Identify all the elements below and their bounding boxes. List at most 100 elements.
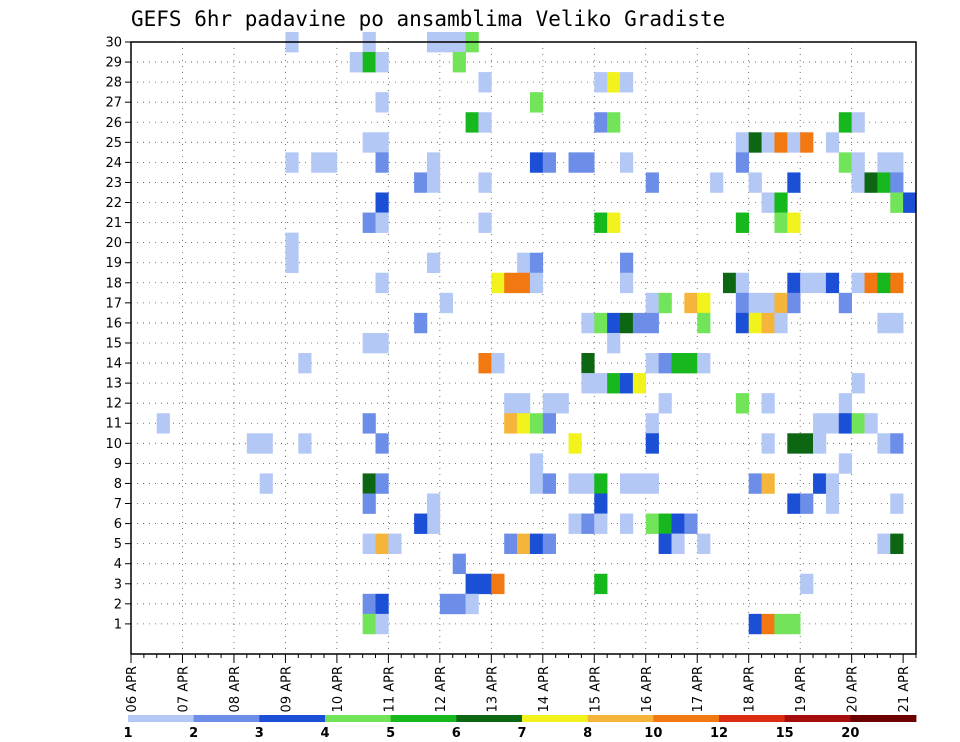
heatmap-cell	[517, 413, 531, 434]
heatmap-cell	[735, 212, 750, 233]
heatmap-cell	[568, 152, 582, 173]
heatmap-cell	[838, 393, 852, 414]
heatmap-cell	[529, 92, 544, 113]
heatmap-cell	[761, 393, 775, 414]
heatmap-cell	[890, 172, 904, 193]
heatmap-cell	[594, 373, 608, 394]
heatmap-cell	[761, 292, 775, 314]
heatmap-cell	[825, 413, 840, 434]
heatmap-cell	[542, 473, 556, 494]
color-legend: 1 2 3 4 5 6 7 8 10 12 15 20	[123, 715, 917, 741]
heatmap-cell	[362, 613, 376, 635]
heatmap-cell	[877, 272, 891, 294]
heatmap-cell	[697, 312, 711, 334]
heatmap-cell	[800, 272, 814, 294]
y-tick-label: 30	[105, 36, 122, 51]
heatmap-cell	[722, 272, 737, 294]
heatmap-cell	[298, 353, 312, 374]
y-tick-label: 11	[105, 417, 122, 432]
y-tick-label: 28	[105, 76, 122, 91]
legend-swatch	[850, 715, 917, 722]
legend-label: 7	[517, 726, 526, 741]
heatmap-cell	[529, 453, 544, 474]
heatmap-cell	[362, 332, 376, 354]
heatmap-cell	[491, 272, 505, 294]
legend-label: 2	[189, 726, 198, 741]
heatmap-cell	[426, 152, 441, 173]
heatmap-cell	[620, 373, 634, 394]
heatmap-cell	[890, 493, 904, 514]
x-tick-label: 18 APR	[743, 666, 758, 712]
heatmap-cell	[890, 433, 904, 454]
heatmap-cell	[478, 112, 492, 133]
heatmap-cell	[645, 312, 659, 334]
heatmap-cell	[851, 112, 865, 133]
heatmap-cell	[594, 513, 608, 534]
x-tick-label: 15 APR	[588, 666, 603, 712]
heatmap-cell	[877, 312, 891, 334]
legend-label: 12	[710, 726, 728, 741]
heatmap-cell	[877, 172, 891, 193]
heatmap-cell	[890, 312, 904, 334]
heatmap-cell	[517, 393, 531, 414]
heatmap-cell	[375, 272, 389, 294]
heatmap-cell	[774, 613, 788, 635]
heatmap-cell	[452, 52, 466, 73]
heatmap-cell	[697, 533, 711, 554]
heatmap-cell	[838, 413, 852, 434]
y-tick-label: 8	[114, 477, 122, 492]
heatmap-cell	[504, 272, 518, 294]
x-tick-label: 20 APR	[846, 666, 861, 712]
chart-title: GEFS 6hr padavine po ansamblima Veliko G…	[131, 7, 725, 31]
heatmap-cell	[761, 312, 775, 334]
heatmap-cell	[388, 533, 402, 554]
y-tick-label: 16	[105, 316, 122, 331]
heatmap-cell	[851, 172, 865, 193]
y-tick-label: 17	[105, 296, 122, 311]
heatmap-cell	[594, 493, 608, 514]
x-tick-label: 11 APR	[382, 666, 397, 712]
legend-label: 8	[583, 726, 592, 741]
heatmap-cell	[362, 413, 376, 434]
legend-label: 5	[386, 726, 395, 741]
heatmap-cell	[594, 312, 608, 334]
heatmap-cell	[864, 172, 878, 193]
y-axis: 1234567891011121314151617181920212223242…	[105, 36, 131, 632]
heatmap-cell	[813, 272, 827, 294]
heatmap-cell	[838, 152, 852, 173]
heatmap-cell	[529, 272, 544, 294]
x-tick-label: 16 APR	[640, 666, 655, 712]
heatmap-cell	[568, 433, 582, 454]
legend-label: 3	[255, 726, 264, 741]
heatmap-cell	[375, 533, 389, 554]
heatmap-cell	[426, 513, 441, 534]
heatmap-cell	[710, 172, 724, 193]
heatmap-cell	[864, 272, 878, 294]
heatmap-cell	[658, 292, 672, 314]
heatmap-cell	[632, 473, 647, 494]
heatmap-cell	[375, 152, 389, 173]
heatmap-cell	[259, 433, 273, 454]
heatmap-cell	[787, 212, 801, 233]
heatmap-cell	[645, 473, 659, 494]
heatmap-cell	[620, 473, 634, 494]
legend-label: 4	[320, 726, 329, 741]
heatmap-cell	[748, 473, 762, 494]
x-tick-label: 21 APR	[897, 666, 912, 712]
heatmap-cell	[375, 332, 389, 354]
heatmap-cell	[478, 353, 492, 374]
heatmap-cell	[478, 172, 492, 193]
heatmap-cell	[581, 353, 595, 374]
heatmap-cell	[851, 272, 865, 294]
legend-swatch	[653, 715, 720, 722]
heatmap-cell	[748, 132, 762, 153]
legend-label: 15	[776, 726, 794, 741]
heatmap-cell	[414, 513, 428, 534]
y-tick-label: 24	[105, 156, 122, 171]
heatmap-cell	[362, 533, 376, 554]
heatmap-cell	[607, 312, 621, 334]
y-tick-label: 10	[105, 437, 122, 452]
heatmap-cell	[362, 493, 376, 514]
heatmap-cell	[259, 473, 273, 494]
heatmap-cell	[555, 393, 569, 414]
